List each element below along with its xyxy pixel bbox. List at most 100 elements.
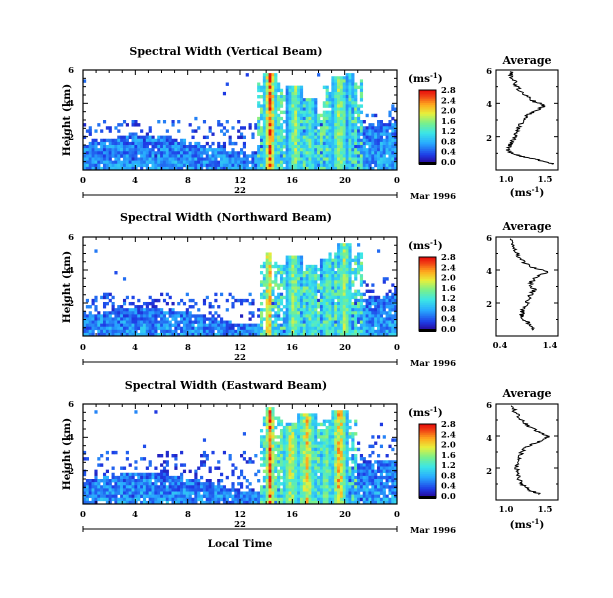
heatmap-cell [262,79,266,83]
heatmap-cell [214,148,218,152]
heatmap-cell [205,135,209,140]
heatmap-cell [348,308,352,312]
heatmap-cell [277,271,281,275]
heatmap-cell [257,329,261,334]
heatmap-cell [331,479,335,483]
heatmap-cell [325,138,329,143]
heatmap-cell [94,491,98,495]
heatmap-cell [299,447,304,452]
heatmap-cell [314,305,318,309]
heatmap-cell [125,163,129,168]
heatmap-cell [325,466,329,470]
heatmap-cell [125,323,129,328]
heatmap-cell [194,472,198,477]
heatmap-cell [277,497,281,502]
heatmap-cell [165,320,169,324]
heatmap-cell [342,243,346,247]
heatmap-cell [388,298,392,303]
heatmap-cell [391,138,395,143]
heatmap-cell [265,110,269,115]
heatmap-cell [262,138,266,143]
heatmap-cell [354,123,358,127]
heatmap-cell [122,494,127,499]
heatmap-cell [311,267,315,272]
heatmap-cell [339,308,344,312]
heatmap-cell [331,482,335,486]
heatmap-cell [325,264,329,269]
heatmap-cell [182,311,187,315]
heatmap-cell [331,472,335,477]
heatmap-cell [188,500,192,505]
heatmap-cell [377,154,381,158]
heatmap-cell [308,280,312,284]
heatmap-cell [157,151,161,155]
heatmap-cell [165,475,169,480]
heatmap-cell [117,145,121,149]
heatmap-cell [331,104,335,108]
heatmap-cell [274,132,278,136]
heatmap-cell [357,326,361,331]
x-tick-marks [82,237,398,336]
heatmap-cell [345,120,349,124]
heatmap-cell [265,148,269,152]
heatmap-cell [120,317,124,321]
heatmap-cell [359,110,364,115]
heatmap-cell [265,475,269,480]
heatmap-cell [328,295,332,300]
heatmap-cell [277,135,281,140]
heatmap-cell [257,123,261,127]
heatmap-cell [311,323,315,328]
heatmap-cell [322,419,326,424]
heatmap-cell [388,135,392,140]
heatmap-cell [265,88,269,93]
heatmap-cell [302,141,306,146]
heatmap-cell [217,482,221,486]
heatmap-cell [351,301,355,306]
average-plot [495,236,559,337]
heatmap-cell [374,135,378,140]
heatmap-cell [160,138,164,143]
heatmap-cell [154,317,158,321]
heatmap-cell [328,320,332,324]
heatmap-cell [165,488,169,492]
heatmap-cell [331,82,335,86]
heatmap-cell [314,292,318,297]
heatmap-cell [297,500,301,505]
heatmap-cell [279,123,284,127]
heatmap-cell [319,264,324,269]
heatmap-cell [285,425,289,430]
heatmap-cell [208,494,212,499]
heatmap-cell [105,485,109,489]
heatmap-cell [279,277,284,281]
heatmap-cell [257,85,261,90]
heatmap-cell [94,151,98,155]
heatmap-cell [111,295,115,300]
heatmap-cell [299,326,304,331]
heatmap-cell [345,154,349,158]
heatmap-cell [274,157,278,161]
heatmap-cell [231,500,235,505]
heatmap-cell [274,280,278,284]
heatmap-cell [331,145,335,149]
heatmap-cell [162,157,167,161]
heatmap-cell [299,301,304,306]
heatmap-cell [317,277,321,281]
heatmap-cell [288,264,292,269]
heatmap-cell [322,422,326,427]
heatmap-cell [291,126,295,130]
heatmap-cell [354,301,358,306]
heatmap-cell [325,438,329,442]
heatmap-cell [188,123,192,127]
heatmap-cell [177,145,181,149]
heatmap-cell [359,277,364,281]
average-profile: Average 6 4 2 0.4 1.4 [486,220,559,351]
heatmap-cell [262,280,266,284]
heatmap-cell [131,157,135,161]
heatmap-cell [262,126,266,130]
heatmap-cell [302,323,306,328]
avg-y-tick: 2 [486,134,492,144]
heatmap-cell [365,163,369,168]
heatmap-cell [268,407,272,411]
heatmap-cell [325,280,329,284]
heatmap-cell [328,482,332,486]
